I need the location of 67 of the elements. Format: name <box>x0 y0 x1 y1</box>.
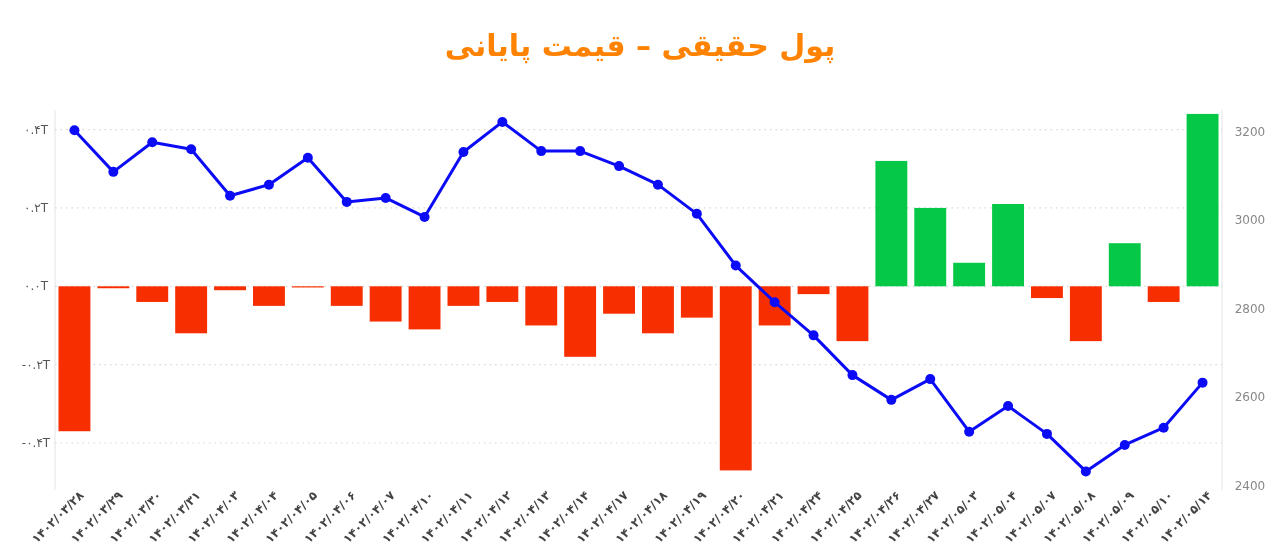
point <box>964 426 975 437</box>
point <box>536 146 547 157</box>
bar <box>797 286 830 295</box>
y-tick-label: ۰.۰T <box>23 279 49 294</box>
bar <box>564 286 597 357</box>
bar <box>642 286 674 334</box>
point <box>225 190 236 201</box>
bar <box>408 286 441 330</box>
bar <box>214 286 246 291</box>
y-tick-label: ۰.۲T <box>23 200 49 215</box>
bar <box>1186 113 1219 287</box>
point <box>263 179 274 190</box>
point <box>186 144 197 155</box>
bar <box>447 286 480 306</box>
point <box>497 116 508 127</box>
point <box>147 137 158 148</box>
point <box>847 370 858 381</box>
point <box>925 374 936 385</box>
bar <box>953 262 986 287</box>
bar <box>875 160 908 287</box>
point <box>1158 422 1169 433</box>
y2-tick-label: 2400 <box>1234 478 1266 493</box>
point <box>419 211 430 222</box>
bar <box>680 286 713 318</box>
bar <box>836 286 869 342</box>
y2-tick-label: 2600 <box>1234 390 1266 405</box>
point <box>380 192 391 203</box>
point <box>1197 377 1208 388</box>
bar <box>1108 243 1141 287</box>
point <box>730 260 741 271</box>
bar <box>175 286 208 334</box>
point <box>614 161 625 172</box>
point <box>458 146 469 157</box>
bar <box>369 286 402 322</box>
bar <box>486 286 519 302</box>
y2-tick-label: 3000 <box>1234 213 1266 228</box>
bar <box>136 286 169 302</box>
bar <box>253 286 285 306</box>
point <box>886 394 897 405</box>
chart-title: پول حقیقی – قیمت پایانی <box>444 28 836 64</box>
point <box>691 208 702 219</box>
y2-tick-label: 2800 <box>1234 301 1266 316</box>
point <box>652 179 663 190</box>
y2-tick-label: 3200 <box>1234 125 1266 140</box>
bar <box>1147 286 1180 302</box>
bar <box>914 207 947 287</box>
bar <box>719 286 752 471</box>
bar <box>1031 286 1063 299</box>
y-tick-label: -۰.۲T <box>21 357 51 372</box>
bar <box>603 286 635 314</box>
bar <box>1069 286 1102 342</box>
point <box>1041 428 1052 439</box>
point <box>575 146 586 157</box>
bar <box>992 204 1024 287</box>
y-tick-label: -۰.۴T <box>21 435 51 450</box>
point <box>302 152 313 163</box>
bar <box>525 286 558 326</box>
point <box>808 330 819 341</box>
bar <box>330 286 363 306</box>
point <box>1003 401 1014 412</box>
point <box>341 196 352 207</box>
y-tick-label: ۰.۴T <box>23 122 49 137</box>
bar <box>58 286 91 432</box>
point <box>108 166 119 177</box>
point <box>69 125 80 136</box>
point <box>1119 439 1130 450</box>
point <box>1080 466 1091 477</box>
